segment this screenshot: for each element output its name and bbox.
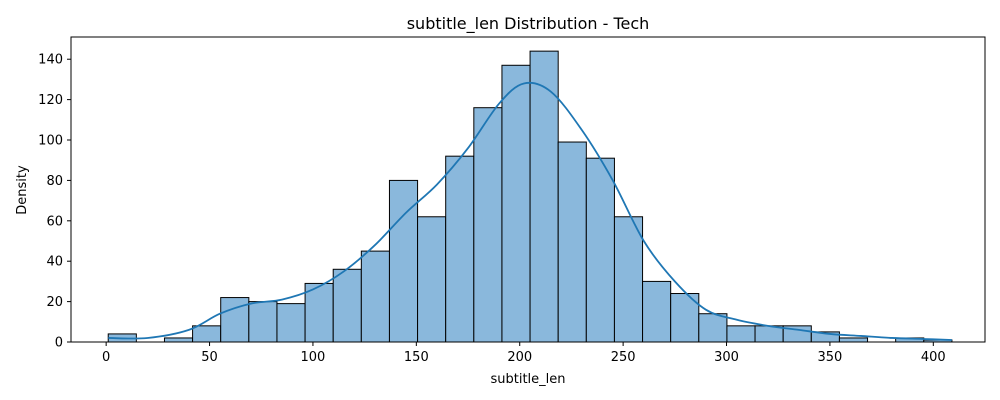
- histogram-bar: [557, 141, 587, 343]
- histogram-bars: [107, 50, 953, 343]
- histogram-bar: [276, 303, 306, 343]
- y-tick-label: 80: [46, 174, 63, 189]
- chart-title: subtitle_len Distribution - Tech: [407, 14, 650, 34]
- histogram-bar: [838, 337, 869, 343]
- histogram-bar: [501, 64, 531, 343]
- histogram-bar: [360, 250, 390, 343]
- x-tick-label: 50: [201, 350, 218, 365]
- histogram-bar: [417, 216, 447, 343]
- histogram-bar: [445, 155, 475, 343]
- plot-frame: [70, 36, 986, 343]
- y-tick-label: 120: [38, 93, 63, 108]
- histogram-bar: [388, 179, 419, 343]
- histogram-bar: [698, 313, 728, 343]
- histogram-bar: [163, 337, 194, 343]
- x-tick-label: 200: [507, 350, 532, 365]
- histogram-bar: [192, 325, 222, 343]
- y-tick-label: 140: [38, 53, 63, 68]
- x-tick-label: 300: [714, 350, 739, 365]
- x-tick-label: 250: [611, 350, 636, 365]
- histogram-bar: [332, 268, 362, 343]
- histogram-bar: [304, 282, 334, 343]
- x-tick-label: 100: [301, 350, 326, 365]
- y-tick-label: 40: [46, 255, 63, 270]
- y-tick-label: 60: [46, 214, 63, 229]
- x-tick-label: 0: [102, 350, 110, 365]
- kde-curve: [108, 81, 952, 341]
- histogram-bar: [585, 157, 615, 343]
- histogram-bar: [248, 301, 278, 343]
- y-tick-label: 100: [38, 134, 63, 149]
- histogram-bar: [220, 297, 250, 343]
- y-tick-label: 0: [55, 336, 63, 351]
- y-axis-label: Density: [15, 165, 30, 215]
- x-axis-label: subtitle_len: [490, 372, 565, 387]
- y-axis-ticks: 0 20 40 60 80 100 120 140: [38, 53, 71, 351]
- histogram-bar: [473, 107, 503, 343]
- histogram-bar: [642, 280, 672, 343]
- histogram-bar: [613, 216, 644, 343]
- x-axis-ticks: 0 50 100 150 200 250 300 350 400: [102, 342, 946, 365]
- histogram-bar: [726, 325, 756, 343]
- x-tick-label: 400: [921, 350, 946, 365]
- x-tick-label: 350: [817, 350, 842, 365]
- x-tick-label: 150: [404, 350, 429, 365]
- y-tick-label: 20: [46, 295, 63, 310]
